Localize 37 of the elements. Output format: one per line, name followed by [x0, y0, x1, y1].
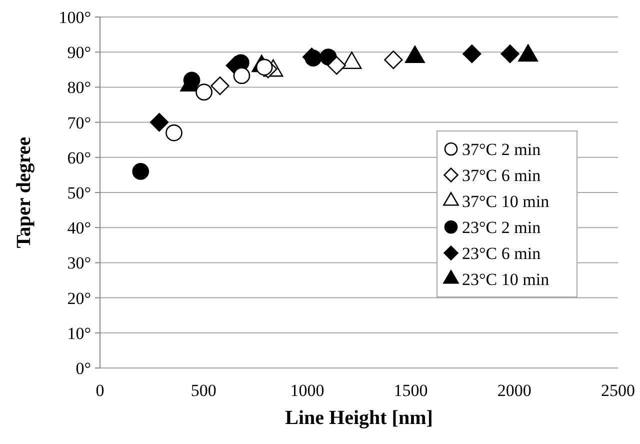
y-tick-label: 80°	[67, 78, 91, 98]
legend-label: 37°C 6 min	[462, 166, 542, 185]
x-tick-label: 1000	[290, 381, 324, 400]
x-tick-label: 2000	[497, 381, 532, 400]
point	[196, 84, 212, 101]
point	[384, 50, 403, 70]
point	[256, 58, 273, 76]
point	[304, 50, 322, 66]
legend-label: 23°C 6 min	[462, 244, 542, 263]
y-tick-label: 0°	[76, 358, 91, 378]
legend-label: 37°C 10 min	[462, 192, 550, 211]
y-tick-label: 60°	[67, 148, 91, 168]
y-tick-label: 40°	[67, 218, 91, 238]
point	[150, 112, 169, 132]
legend-label: 37°C 2 min	[462, 140, 542, 159]
x-tick-label: 1500	[394, 381, 428, 400]
x-tick-label: 0	[96, 381, 104, 400]
y-tick-label: 20°	[67, 288, 91, 308]
point	[327, 56, 346, 75]
legend-label: 23°C 10 min	[462, 270, 550, 289]
point	[462, 44, 482, 64]
point	[500, 44, 520, 64]
point	[233, 67, 250, 84]
point	[132, 163, 150, 180]
y-tick-label: 30°	[67, 254, 91, 273]
x-tick-label: 500	[190, 381, 216, 400]
y-tick-label: 10°	[67, 324, 91, 343]
y-tick-label: 100°	[58, 8, 91, 27]
point	[210, 76, 230, 96]
y-tick-label: 90°	[67, 43, 91, 62]
legend-label: 23°C 2 min	[462, 218, 542, 237]
y-axis-title: Taper degree	[13, 136, 35, 248]
point	[166, 124, 182, 142]
y-tick-label: 70°	[67, 113, 91, 132]
x-axis-title: Line Height [nm]	[285, 407, 433, 429]
y-tick-label: 50°	[67, 183, 91, 202]
x-tick-label: 2500	[601, 381, 635, 400]
